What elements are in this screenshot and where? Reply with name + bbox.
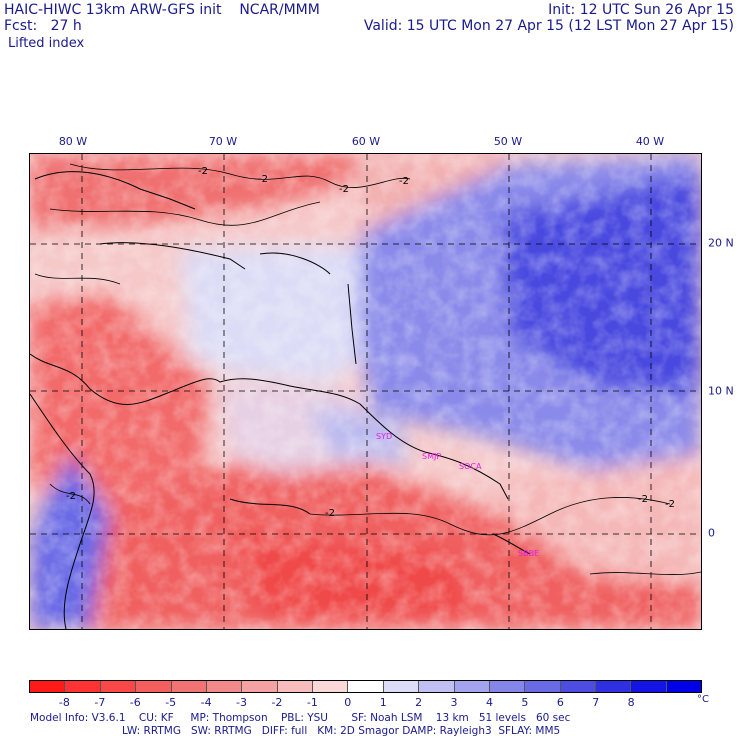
contour-label: -2 (665, 499, 675, 510)
colorbar-tick-label: 3 (450, 696, 458, 709)
colorbar-swatch (65, 681, 101, 692)
colorbar-tick-label: 2 (415, 696, 423, 709)
valid-time: Valid: 15 UTC Mon 27 Apr 15 (12 LST Mon … (363, 18, 734, 34)
model-info-line1: Model Info: V3.6.1 CU: KF MP: Thompson P… (30, 712, 571, 724)
colorbar-swatch (277, 681, 313, 692)
station-syd: SYD (376, 432, 393, 441)
colorbar-swatch (560, 681, 596, 692)
contour-label: -2 (638, 494, 648, 505)
colorbar-tick-label: 6 (556, 696, 564, 709)
colorbar-swatch (631, 681, 667, 692)
field-name: Lifted index (8, 36, 85, 51)
colorbar-swatch (242, 681, 278, 692)
colorbar-swatch (419, 681, 455, 692)
forecast-hour: Fcst: 27 h (4, 18, 82, 34)
contour-label: -2 (325, 508, 335, 519)
map-canvas: -2 -2 -2 -2 -2 -2 -2 -2 (30, 154, 701, 629)
colorbar-swatch (171, 681, 207, 692)
contour-label: -2 (399, 176, 409, 187)
colorbar-swatch (596, 681, 632, 692)
contour-label: -2 (66, 491, 76, 502)
lifted-index-map: -2 -2 -2 -2 -2 -2 -2 -2 (29, 153, 702, 630)
colorbar-tick-label: -2 (271, 696, 283, 709)
lon-label-50w: 50 W (493, 135, 523, 148)
colorbar-swatch (489, 681, 526, 692)
colorbar-swatch (525, 681, 561, 692)
colorbar-tick-label: -1 (306, 696, 318, 709)
contour-label: -2 (198, 166, 208, 177)
lat-label-20n: 20 N (708, 236, 734, 250)
colorbar-tick-label: -5 (165, 696, 177, 709)
lat-label-10n: 10 N (708, 384, 734, 398)
colorbar-tick-label: -7 (94, 696, 106, 709)
colorbar-swatch (136, 681, 172, 692)
colorbar-tick-label: -8 (58, 696, 70, 709)
lon-label-70w: 70 W (208, 135, 238, 148)
colorbar-swatch (348, 681, 384, 692)
lat-label-0: 0 (708, 526, 715, 540)
coastlines (30, 171, 531, 629)
colorbar-swatch (454, 681, 490, 692)
lon-label-40w: 40 W (635, 135, 665, 148)
colorbar-tick-label: 4 (485, 696, 493, 709)
model-info-line2: LW: RRTMG SW: RRTMG DIFF: full KM: 2D Sm… (122, 725, 561, 737)
lon-label-80w: 80 W (58, 135, 88, 148)
colorbar-tick-label: 5 (521, 696, 529, 709)
station-smjp: SMJP (422, 452, 442, 461)
contour-label: -2 (339, 184, 349, 195)
lon-label-60w: 60 W (351, 135, 381, 148)
colorbar-tick-label: 1 (379, 696, 387, 709)
colorbar-tick-label: -6 (129, 696, 141, 709)
station-sbbe: SBBE (518, 549, 540, 558)
colorbar-swatch (383, 681, 420, 692)
colorbar-tick-label: -3 (236, 696, 247, 709)
station-soca: SOCA (459, 462, 482, 471)
colorbar-swatch (30, 681, 66, 692)
colorbar-swatch (666, 681, 702, 692)
colorbar-unit: °C (697, 694, 709, 705)
colorbar-swatch (313, 681, 349, 692)
contour-labels: -2 -2 -2 -2 -2 -2 -2 -2 (66, 166, 675, 519)
colorbar-tick-label: 7 (592, 696, 600, 709)
org-label: NCAR/MMM (239, 2, 320, 18)
colorbar (29, 680, 702, 693)
forecast-hour-value: 27 h (50, 18, 82, 34)
init-time: Init: 12 UTC Sun 26 Apr 15 (548, 2, 734, 18)
model-title: HAIC-HIWC 13km ARW-GFS init NCAR/MMM (4, 2, 320, 18)
lat-lon-grid (30, 154, 701, 629)
colorbar-swatch (100, 681, 137, 692)
contour-label: -2 (258, 174, 268, 185)
colorbar-tick-label: 8 (627, 696, 635, 709)
lifted-index-contours (34, 163, 701, 575)
colorbar-tick-label: 0 (344, 696, 352, 709)
colorbar-tick-label: -4 (200, 696, 212, 709)
colorbar-swatch (206, 681, 243, 692)
